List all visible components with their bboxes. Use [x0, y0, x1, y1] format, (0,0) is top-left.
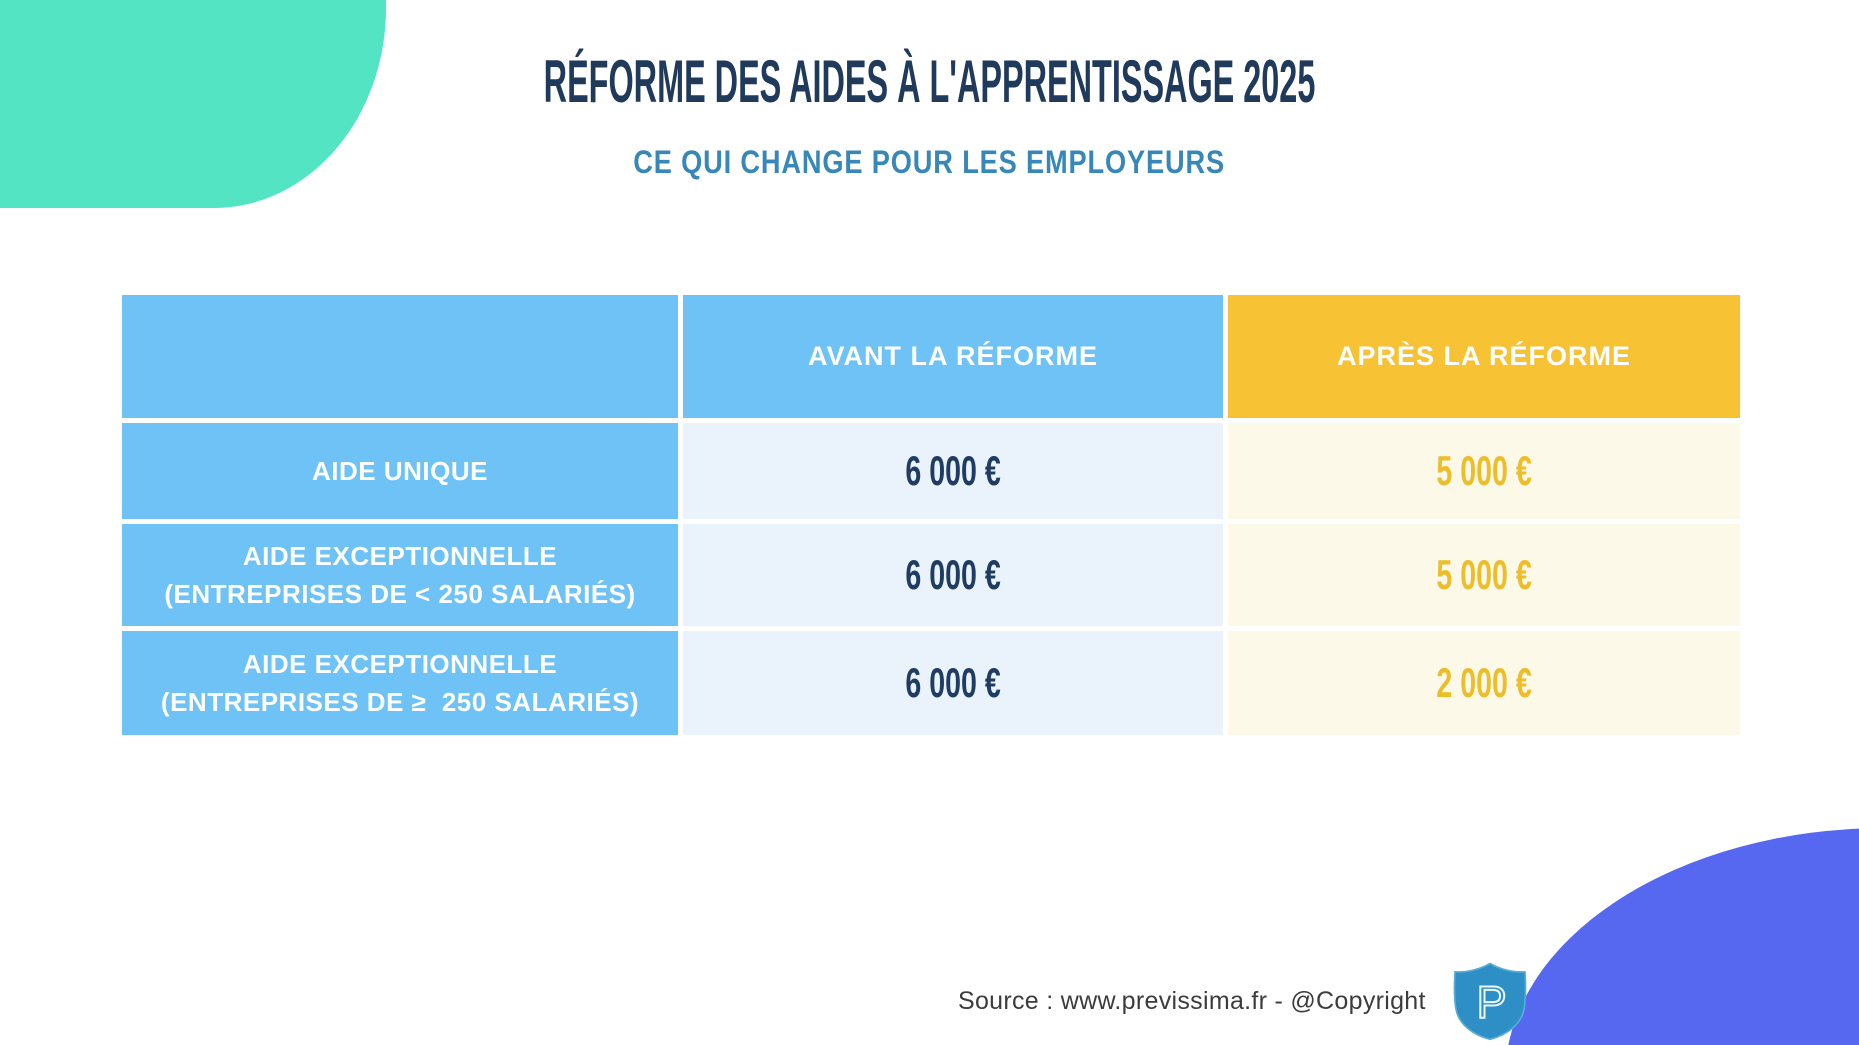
logo-letter: P: [1476, 977, 1506, 1028]
amount-value: 5 000 €: [1436, 447, 1532, 494]
cell-aide-exceptionnelle-moins-250-avant: 6 000 €: [683, 524, 1223, 626]
purple-corner-decoration: [1505, 828, 1859, 1045]
footer: Source : www.previssima.fr - @Copyright …: [958, 962, 1532, 1041]
cell-aide-exceptionnelle-moins-250-apres: 5 000 €: [1228, 524, 1740, 626]
shield-icon: [1453, 962, 1527, 1041]
amount-value: 6 000 €: [905, 551, 1001, 598]
row-header-aide-unique: AIDE UNIQUE: [122, 423, 678, 519]
row-header-aide-exceptionnelle-moins-250: AIDE EXCEPTIONNELLE (ENTREPRISES DE < 25…: [122, 524, 678, 626]
row-label: AIDE UNIQUE: [312, 456, 488, 486]
row-label: AIDE EXCEPTIONNELLE (ENTREPRISES DE < 25…: [164, 541, 636, 609]
source-text: Source : www.previssima.fr - @Copyright: [958, 986, 1426, 1015]
table-corner-cell: [122, 295, 678, 418]
cell-aide-exceptionnelle-plus-250-apres: 2 000 €: [1228, 631, 1740, 735]
column-header-avant-label: AVANT LA RÉFORME: [808, 341, 1098, 371]
cell-aide-exceptionnelle-plus-250-avant: 6 000 €: [683, 631, 1223, 735]
column-header-apres-label: APRÈS LA RÉFORME: [1336, 341, 1631, 371]
page-subtitle-text: CE QUI CHANGE POUR LES EMPLOYEURS: [633, 144, 1226, 180]
cell-aide-unique-avant: 6 000 €: [683, 423, 1223, 519]
row-header-aide-exceptionnelle-plus-250: AIDE EXCEPTIONNELLE (ENTREPRISES DE ≥ 25…: [122, 631, 678, 735]
amount-value: 5 000 €: [1436, 551, 1532, 598]
amount-value: 6 000 €: [905, 659, 1001, 706]
amount-value: 2 000 €: [1436, 659, 1532, 706]
page-title-text: RÉFORME DES AIDES À L'APPRENTISSAGE 2025: [543, 48, 1316, 115]
page-title: RÉFORME DES AIDES À L'APPRENTISSAGE 2025: [0, 46, 1859, 118]
aid-comparison-table: AVANT LA RÉFORME APRÈS LA RÉFORME AIDE U…: [122, 295, 1740, 735]
amount-value: 6 000 €: [905, 447, 1001, 494]
cell-aide-unique-apres: 5 000 €: [1228, 423, 1740, 519]
column-header-apres-reforme: APRÈS LA RÉFORME: [1228, 295, 1740, 418]
page-subtitle: CE QUI CHANGE POUR LES EMPLOYEURS: [0, 142, 1859, 182]
column-header-avant-reforme: AVANT LA RÉFORME: [683, 295, 1223, 418]
row-label: AIDE EXCEPTIONNELLE (ENTREPRISES DE ≥ 25…: [160, 649, 640, 717]
previssima-shield-logo-icon: P: [1453, 962, 1527, 1041]
